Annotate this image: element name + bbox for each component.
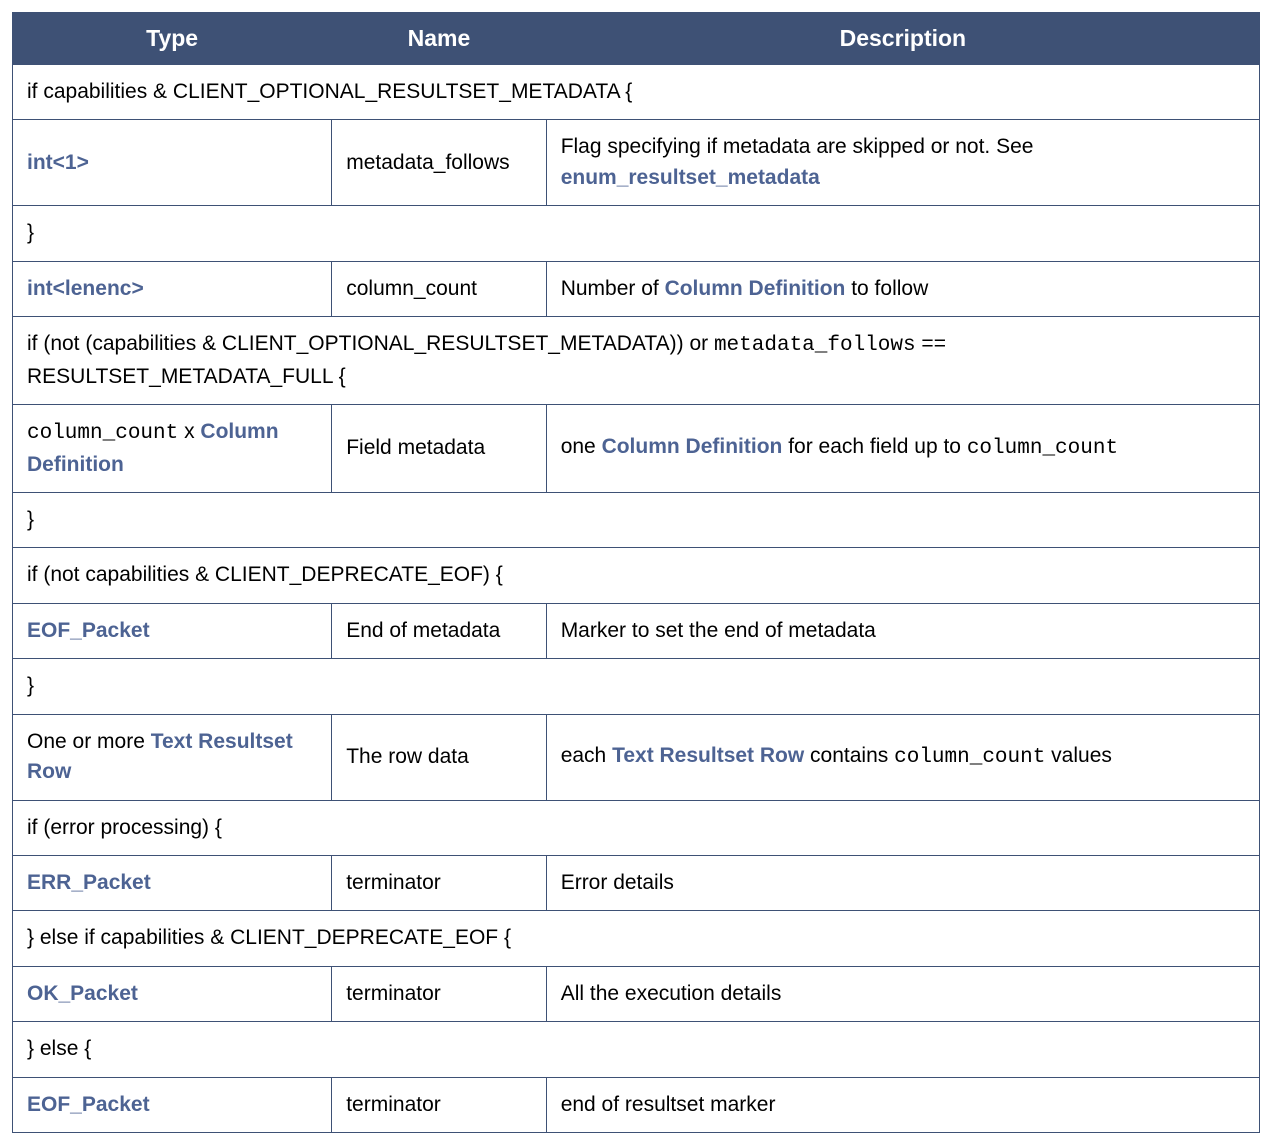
name-cell: metadata_follows xyxy=(332,120,546,206)
protocol-table: Type Name Description if capabilities & … xyxy=(12,12,1260,1133)
doc-link[interactable]: int<lenenc> xyxy=(27,277,144,300)
name-cell: terminator xyxy=(332,856,546,911)
doc-link[interactable]: Column Definition xyxy=(665,277,846,300)
table-row: ERR_Packet terminator Error details xyxy=(13,856,1260,911)
span-cell: } else { xyxy=(13,1022,1260,1077)
type-cell: One or more Text Resultset Row xyxy=(13,714,332,800)
type-cell: int<1> xyxy=(13,120,332,206)
name-cell: terminator xyxy=(332,966,546,1021)
type-cell: ERR_Packet xyxy=(13,856,332,911)
description-cell: Error details xyxy=(546,856,1259,911)
name-cell: End of metadata xyxy=(332,603,546,658)
text: Error details xyxy=(561,871,674,894)
code-literal: column_count xyxy=(27,422,178,445)
span-cell: } xyxy=(13,659,1260,714)
name-cell: Field metadata xyxy=(332,405,546,493)
code-literal: metadata_follows xyxy=(714,334,916,357)
table-row: } xyxy=(13,492,1260,547)
text: values xyxy=(1045,744,1112,767)
description-cell: Number of Column Definition to follow xyxy=(546,261,1259,316)
doc-link[interactable]: ERR_Packet xyxy=(27,871,151,894)
table-row: } else if capabilities & CLIENT_DEPRECAT… xyxy=(13,911,1260,966)
table-row: One or more Text Resultset RowThe row da… xyxy=(13,714,1260,800)
text: to follow xyxy=(845,277,928,300)
table-row: } xyxy=(13,206,1260,261)
type-cell: EOF_Packet xyxy=(13,603,332,658)
span-cell: if (not capabilities & CLIENT_DEPRECATE_… xyxy=(13,548,1260,603)
type-cell: OK_Packet xyxy=(13,966,332,1021)
table-row: if (not (capabilities & CLIENT_OPTIONAL_… xyxy=(13,317,1260,405)
text: for each field up to xyxy=(782,435,966,458)
doc-link[interactable]: OK_Packet xyxy=(27,982,138,1005)
span-cell: } xyxy=(13,492,1260,547)
doc-link[interactable]: EOF_Packet xyxy=(27,619,150,642)
table-row: OK_Packet terminator All the execution det… xyxy=(13,966,1260,1021)
text: Marker to set the end of metadata xyxy=(561,619,876,642)
table-row: column_count x Column DefinitionField me… xyxy=(13,405,1260,493)
type-cell: int<lenenc> xyxy=(13,261,332,316)
code-literal: column_count xyxy=(967,437,1118,460)
text: Flag specifying if metadata are skipped … xyxy=(561,135,1034,158)
text: x xyxy=(178,420,200,443)
doc-link[interactable]: enum_resultset_metadata xyxy=(561,166,820,189)
name-cell: The row data xyxy=(332,714,546,800)
table-row: int<lenenc>column_countNumber of Column … xyxy=(13,261,1260,316)
text: each xyxy=(561,744,612,767)
text: Number of xyxy=(561,277,665,300)
type-cell: column_count x Column Definition xyxy=(13,405,332,493)
description-cell: each Text Resultset Row contains column_… xyxy=(546,714,1259,800)
text: contains xyxy=(804,744,894,767)
doc-link[interactable]: Column Definition xyxy=(602,435,783,458)
table-row: } xyxy=(13,659,1260,714)
text: One or more xyxy=(27,730,151,753)
text: end of resultset marker xyxy=(561,1093,776,1116)
text: if (not (capabilities & CLIENT_OPTIONAL_… xyxy=(27,332,714,355)
name-cell: column_count xyxy=(332,261,546,316)
doc-link[interactable]: int<1> xyxy=(27,151,89,174)
table-row: if capabilities & CLIENT_OPTIONAL_RESULT… xyxy=(13,65,1260,120)
col-header-name: Name xyxy=(332,13,546,65)
type-cell: EOF_Packet xyxy=(13,1077,332,1132)
text: one xyxy=(561,435,602,458)
span-cell: } xyxy=(13,206,1260,261)
span-cell: if (error processing) { xyxy=(13,800,1260,855)
span-cell: if (not (capabilities & CLIENT_OPTIONAL_… xyxy=(13,317,1260,405)
span-cell: if capabilities & CLIENT_OPTIONAL_RESULT… xyxy=(13,65,1260,120)
description-cell: Marker to set the end of metadata xyxy=(546,603,1259,658)
name-cell: terminator xyxy=(332,1077,546,1132)
text: All the execution details xyxy=(561,982,782,1005)
description-cell: one Column Definition for each field up … xyxy=(546,405,1259,493)
table-row: EOF_Packet terminator end of resultset mar… xyxy=(13,1077,1260,1132)
doc-link[interactable]: Text Resultset Row xyxy=(612,744,804,767)
table-body: if capabilities & CLIENT_OPTIONAL_RESULT… xyxy=(13,65,1260,1133)
doc-link[interactable]: EOF_Packet xyxy=(27,1093,150,1116)
col-header-description: Description xyxy=(546,13,1259,65)
col-header-type: Type xyxy=(13,13,332,65)
table-row: } else { xyxy=(13,1022,1260,1077)
description-cell: Flag specifying if metadata are skipped … xyxy=(546,120,1259,206)
code-literal: column_count xyxy=(894,746,1045,769)
table-row: if (not capabilities & CLIENT_DEPRECATE_… xyxy=(13,548,1260,603)
table-header: Type Name Description xyxy=(13,13,1260,65)
table-row: if (error processing) { xyxy=(13,800,1260,855)
table-row: EOF_Packet End of metadata Marker to set t… xyxy=(13,603,1260,658)
table-row: int<1> metadata_follows Flag specifying if… xyxy=(13,120,1260,206)
description-cell: All the execution details xyxy=(546,966,1259,1021)
span-cell: } else if capabilities & CLIENT_DEPRECAT… xyxy=(13,911,1260,966)
description-cell: end of resultset marker xyxy=(546,1077,1259,1132)
